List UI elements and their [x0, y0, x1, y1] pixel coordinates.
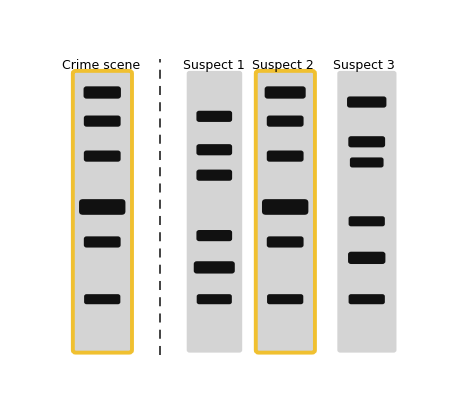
FancyBboxPatch shape — [197, 294, 232, 304]
FancyBboxPatch shape — [348, 252, 385, 264]
FancyBboxPatch shape — [196, 111, 232, 122]
Text: Suspect 1: Suspect 1 — [182, 59, 245, 72]
FancyBboxPatch shape — [348, 136, 385, 147]
FancyBboxPatch shape — [348, 216, 385, 226]
FancyBboxPatch shape — [194, 261, 235, 273]
FancyBboxPatch shape — [84, 150, 121, 162]
FancyBboxPatch shape — [267, 150, 303, 162]
FancyBboxPatch shape — [196, 230, 232, 241]
FancyBboxPatch shape — [348, 294, 385, 304]
FancyBboxPatch shape — [350, 157, 383, 168]
FancyBboxPatch shape — [267, 294, 303, 304]
FancyBboxPatch shape — [79, 199, 126, 215]
FancyBboxPatch shape — [187, 71, 242, 353]
FancyBboxPatch shape — [196, 144, 232, 155]
FancyBboxPatch shape — [337, 71, 396, 353]
Text: Suspect 3: Suspect 3 — [333, 59, 395, 72]
FancyBboxPatch shape — [264, 86, 306, 99]
FancyBboxPatch shape — [267, 116, 303, 127]
FancyBboxPatch shape — [347, 96, 386, 108]
Text: Crime scene: Crime scene — [63, 59, 141, 72]
FancyBboxPatch shape — [267, 236, 303, 247]
Text: Suspect 2: Suspect 2 — [252, 59, 313, 72]
FancyBboxPatch shape — [262, 199, 309, 215]
FancyBboxPatch shape — [256, 71, 315, 353]
FancyBboxPatch shape — [84, 236, 121, 247]
FancyBboxPatch shape — [73, 71, 132, 353]
FancyBboxPatch shape — [83, 86, 121, 99]
FancyBboxPatch shape — [84, 294, 120, 304]
FancyBboxPatch shape — [84, 116, 121, 127]
FancyBboxPatch shape — [196, 170, 232, 181]
